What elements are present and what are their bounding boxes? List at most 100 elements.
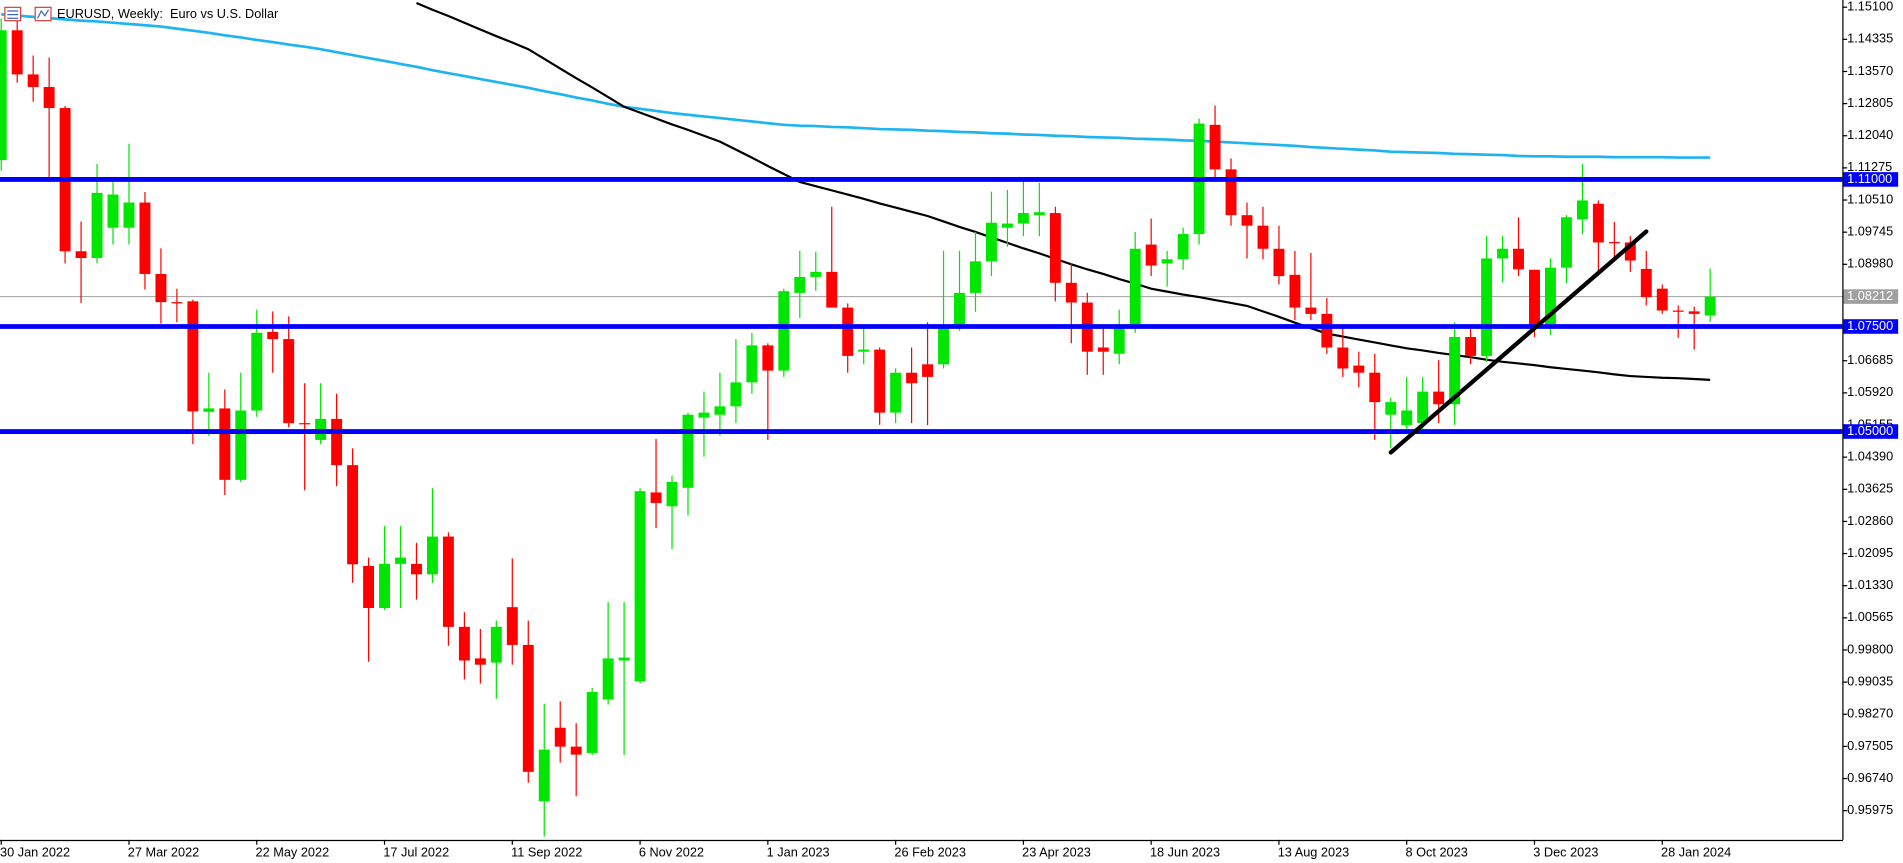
candle-body <box>219 408 231 480</box>
candle-body <box>1257 225 1269 249</box>
candle-body <box>395 557 406 564</box>
candle-body <box>1544 267 1556 325</box>
candle-body <box>1385 402 1397 415</box>
price-label: 1.11000 <box>1847 171 1892 186</box>
y-tick-label: 1.05920 <box>1847 384 1893 399</box>
candle-body <box>890 372 902 413</box>
candle-body <box>267 331 279 340</box>
x-tick-label: 17 Jul 2022 <box>383 845 449 860</box>
candle-body <box>379 563 390 608</box>
candle-body <box>1129 248 1141 328</box>
y-tick-label: 0.96740 <box>1847 770 1893 785</box>
icon-line <box>37 9 50 19</box>
candle-body <box>1576 200 1588 220</box>
x-tick-label: 18 Jun 2023 <box>1150 845 1220 860</box>
x-tick-label: 26 Feb 2023 <box>894 845 966 860</box>
candle-body <box>1049 213 1061 283</box>
candle-body <box>1656 288 1668 311</box>
price-label-box <box>1843 319 1899 334</box>
y-tick-label: 1.14335 <box>1847 31 1893 46</box>
candle-body <box>347 465 359 565</box>
trendline <box>1388 229 1649 455</box>
y-tick-label: 1.12805 <box>1847 95 1893 110</box>
y-tick-label: 0.98270 <box>1847 706 1893 721</box>
candle-body <box>299 423 311 425</box>
candle-body <box>1465 336 1477 356</box>
candle-body <box>570 746 582 755</box>
candle-body <box>0 30 7 161</box>
candle-body <box>1305 307 1317 314</box>
y-tick-label: 1.11275 <box>1847 159 1892 174</box>
candle-body <box>1209 124 1221 170</box>
chart-title: EURUSD, Weekly: Euro vs U.S. Dollar <box>57 6 279 21</box>
candle-body <box>139 202 151 274</box>
y-tick-label: 1.09745 <box>1847 224 1893 239</box>
candle-body <box>538 749 550 802</box>
y-tick-label: 1.02860 <box>1847 513 1893 528</box>
candle-body <box>954 292 965 327</box>
candle-body <box>107 194 119 228</box>
candle-body <box>1033 212 1045 216</box>
candle-body <box>730 382 742 407</box>
y-tick-label: 1.08980 <box>1847 256 1893 271</box>
candle-body <box>650 492 662 503</box>
candle-body <box>794 276 806 293</box>
candle-body <box>1145 244 1157 266</box>
x-tick-label: 27 Mar 2022 <box>128 845 200 860</box>
candle-body <box>938 326 949 365</box>
x-tick-label: 22 May 2022 <box>256 845 330 860</box>
candle-body <box>682 414 694 488</box>
y-tick-label: 1.01330 <box>1847 577 1893 592</box>
candle-body <box>906 372 918 384</box>
candle-body <box>283 339 295 424</box>
candle-body <box>1688 311 1700 314</box>
candle-body <box>634 491 646 682</box>
candle-body <box>1017 213 1029 224</box>
moving-average <box>1 13 1711 159</box>
y-tick-label: 1.02095 <box>1847 545 1893 560</box>
y-tick-label: 1.13570 <box>1847 63 1893 78</box>
candle-body <box>155 273 167 303</box>
candle-body <box>1433 391 1445 405</box>
x-tick-label: 6 Nov 2022 <box>639 845 704 860</box>
y-tick-label: 1.04390 <box>1847 449 1893 464</box>
candle-body <box>187 301 199 412</box>
candle-body <box>1449 336 1461 405</box>
candle-body <box>123 202 135 228</box>
y-tick-label: 1.10510 <box>1847 191 1893 206</box>
y-tick-label: 1.12040 <box>1847 127 1893 142</box>
candle-body <box>43 87 55 109</box>
candle-body <box>1401 410 1413 426</box>
candle-body <box>1608 242 1620 244</box>
y-tick-label: 1.15100 <box>1847 0 1893 14</box>
x-tick-label: 8 Oct 2023 <box>1406 845 1468 860</box>
candle-body <box>762 345 774 371</box>
candle-body <box>746 345 758 383</box>
candle-body <box>251 332 263 411</box>
candle-body <box>666 481 678 507</box>
candle-body <box>1337 347 1349 369</box>
x-tick-label: 13 Aug 2023 <box>1278 845 1350 860</box>
candle-body <box>490 626 502 663</box>
x-tick-label: 30 Jan 2022 <box>0 845 70 860</box>
candle-body <box>522 644 534 772</box>
candle-body <box>75 251 87 259</box>
candle-body <box>858 349 870 352</box>
candle-body <box>426 536 438 575</box>
price-label-box <box>1843 172 1899 187</box>
candle-body <box>922 364 934 377</box>
candle-body <box>1529 269 1540 325</box>
x-tick-label: 23 Apr 2023 <box>1022 845 1091 860</box>
candle-body <box>171 302 183 304</box>
price-label: 1.07500 <box>1847 318 1893 333</box>
candle-body <box>842 307 854 356</box>
x-tick-label: 1 Jan 2023 <box>767 845 830 860</box>
candle-body <box>1241 215 1253 226</box>
candle-body <box>698 412 710 418</box>
candle-body <box>203 408 215 412</box>
y-tick-label: 0.95975 <box>1847 802 1893 817</box>
candle-body <box>331 418 343 466</box>
candle-body <box>586 692 598 753</box>
candle-body <box>602 658 614 700</box>
